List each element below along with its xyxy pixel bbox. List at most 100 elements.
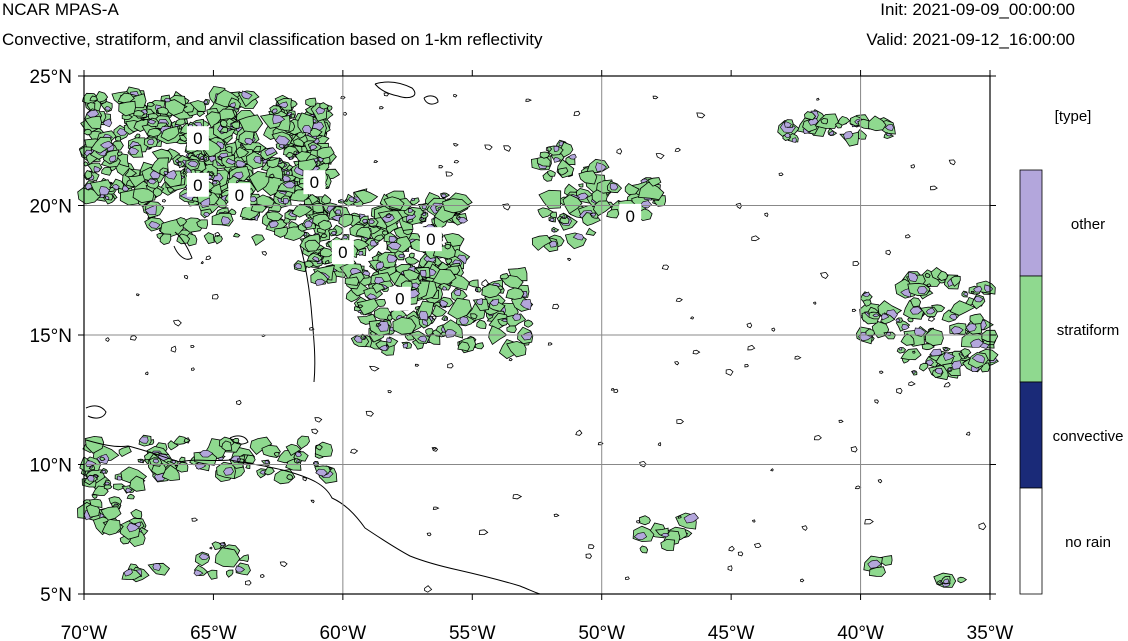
other-area <box>872 313 880 318</box>
stratiform-area <box>506 340 527 358</box>
other-area <box>791 137 797 143</box>
stratiform-area <box>925 328 944 346</box>
rain-cell-outline <box>879 370 884 374</box>
rain-cell-outline <box>431 447 439 452</box>
other-area <box>417 335 428 343</box>
rain-cell-outline <box>183 275 189 280</box>
stratiform-area <box>319 102 330 110</box>
other-area <box>163 97 172 103</box>
stratiform-area <box>562 194 583 215</box>
other-area <box>971 354 986 364</box>
stratiform-area <box>444 243 452 250</box>
stratiform-area <box>130 508 143 519</box>
lat-tick-label: 25°N <box>30 67 72 88</box>
other-area <box>314 278 326 286</box>
rain-cell-outline <box>747 344 756 351</box>
stratiform-area <box>232 232 241 238</box>
other-area <box>397 254 406 259</box>
stratiform-area <box>225 569 234 578</box>
rain-cell-outline <box>170 345 177 353</box>
other-area <box>378 344 388 352</box>
stratiform-area <box>447 297 472 320</box>
stratiform-area <box>101 166 112 176</box>
rain-cell-outline <box>375 322 382 327</box>
other-area <box>220 216 231 225</box>
rain-cell-outline <box>674 361 680 366</box>
stratiform-area <box>523 319 534 328</box>
other-area <box>309 144 318 151</box>
stratiform-area <box>865 328 876 337</box>
rain-cell-outline <box>675 297 683 303</box>
contour-label-box <box>419 227 442 252</box>
rain-cell-outline <box>661 264 670 271</box>
other-area <box>973 285 983 293</box>
stratiform-area <box>969 313 984 325</box>
contour-label: 0 <box>310 173 319 192</box>
rain-cell-outline <box>379 106 384 110</box>
map-subtitle: Convective, stratiform, and anvil classi… <box>2 30 543 49</box>
stratiform-area <box>481 284 502 299</box>
rain-cell-outline <box>217 156 224 161</box>
stratiform-area <box>557 167 569 176</box>
other-area <box>828 130 835 136</box>
rain-cell-outline <box>737 551 744 557</box>
other-area <box>123 568 133 577</box>
rain-cell-outline <box>677 515 682 519</box>
other-area <box>282 181 296 189</box>
stratiform-area <box>265 211 284 221</box>
stratiform-area <box>499 273 510 280</box>
rain-cell-outline <box>269 173 275 179</box>
rain-cell-outline <box>970 290 975 294</box>
rain-cell-outline <box>357 304 364 309</box>
rain-cell-outline <box>508 357 513 362</box>
stratiform-area <box>99 456 106 462</box>
rain-cell-outline <box>345 199 348 202</box>
other-area <box>442 286 447 291</box>
stratiform-area <box>146 101 156 107</box>
other-area <box>148 221 161 229</box>
stratiform-area <box>431 268 457 285</box>
stratiform-area <box>638 181 665 201</box>
stratiform-area <box>83 128 92 136</box>
stratiform-area <box>127 174 146 188</box>
rain-cell-outline <box>453 159 460 164</box>
contour-label-box <box>186 172 209 197</box>
rain-cell-outline <box>616 148 623 155</box>
legend-label: stratiform <box>1057 322 1120 339</box>
other-area <box>152 563 162 571</box>
contour-label-box <box>228 183 251 208</box>
stratiform-area <box>124 167 138 179</box>
rain-cell-outline <box>877 479 883 484</box>
rain-cell-outline <box>324 259 330 265</box>
rain-cell-outline <box>928 316 936 322</box>
lon-tick-label: 50°W <box>578 623 625 641</box>
rain-cell-outline <box>751 519 756 523</box>
stratiform-area <box>305 97 317 107</box>
other-area <box>439 299 449 307</box>
stratiform-area <box>344 276 360 286</box>
rain-cell-outline <box>279 561 288 568</box>
rain-cell-outline <box>431 315 437 320</box>
lon-tick-label: 45°W <box>708 623 755 641</box>
axis-ticks: 70°W 65°W 60°W 55°W 50°W 45°W 40°W 35°W 25°N 20°N… <box>30 67 1014 641</box>
stratiform-area <box>314 441 333 458</box>
other-area <box>784 133 791 138</box>
rain-cell-outline <box>289 113 296 119</box>
other-area <box>86 475 95 482</box>
stratiform-area <box>924 272 931 278</box>
other-area <box>381 214 395 223</box>
rain-cell-outline <box>778 172 784 177</box>
rain-cell-outline <box>943 381 951 388</box>
rain-cell-outline <box>948 159 956 166</box>
rain-cell-outline <box>552 303 560 310</box>
contour-label: 0 <box>338 243 347 262</box>
other-area <box>348 196 355 203</box>
rain-cell-outline <box>325 186 330 190</box>
rain-cell-outline <box>676 418 685 425</box>
other-area <box>277 101 289 109</box>
stratiform-area <box>134 133 141 139</box>
other-area <box>457 217 461 220</box>
legend-swatch <box>1019 487 1043 595</box>
other-area <box>264 147 277 157</box>
other-area <box>595 162 607 172</box>
